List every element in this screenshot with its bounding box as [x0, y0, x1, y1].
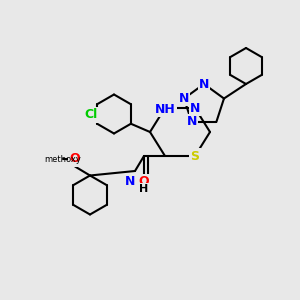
Text: N: N — [179, 92, 189, 105]
Text: N: N — [190, 101, 200, 115]
Text: O: O — [139, 175, 149, 188]
Text: N: N — [187, 116, 197, 128]
Text: N: N — [125, 175, 136, 188]
Text: N: N — [199, 77, 209, 91]
Text: Cl: Cl — [85, 108, 98, 121]
Text: O: O — [70, 152, 80, 166]
Text: H: H — [140, 184, 148, 194]
Text: methoxy: methoxy — [45, 154, 81, 164]
Text: S: S — [190, 149, 200, 163]
Text: NH: NH — [154, 103, 176, 116]
